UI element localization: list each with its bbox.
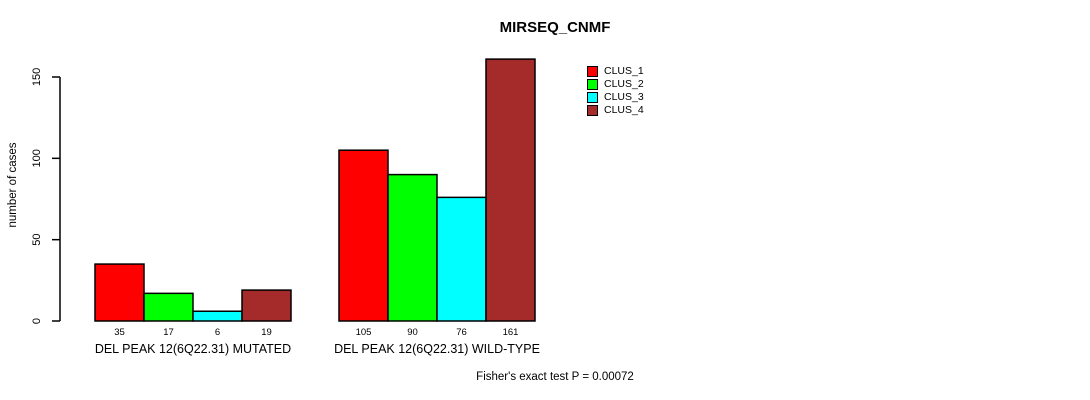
bar-value-label: 35	[114, 327, 125, 338]
clus-2-swatch-icon	[587, 79, 598, 90]
y-axis-title: number of cases	[7, 142, 19, 227]
bar-clus_2-group2	[387, 173, 438, 322]
bar-value-label: 105	[356, 327, 372, 338]
legend-item-clus-2: CLUS_2	[587, 78, 644, 91]
bar-value-label: 6	[215, 327, 220, 338]
clus-1-swatch-icon	[587, 66, 598, 77]
legend-item-clus-4: CLUS_4	[587, 104, 644, 117]
legend-label: CLUS_3	[604, 91, 644, 103]
bar-value-label: 17	[163, 327, 174, 338]
bar-clus_4-group1	[241, 289, 292, 322]
legend-label: CLUS_2	[604, 78, 644, 90]
bar-clus_1-group1	[94, 263, 145, 322]
bar-clus_3-group2	[436, 196, 487, 322]
legend-item-clus-1: CLUS_1	[587, 65, 644, 78]
legend-item-clus-3: CLUS_3	[587, 91, 644, 104]
legend: CLUS_1 CLUS_2 CLUS_3 CLUS_4	[587, 65, 644, 117]
bar-clus_1-group2	[338, 149, 389, 322]
y-tick-label: 50	[31, 234, 43, 246]
y-tick-label: 150	[31, 68, 43, 86]
legend-label: CLUS_4	[604, 104, 644, 116]
bar-value-label: 90	[407, 327, 418, 338]
bar-clus_2-group1	[143, 292, 194, 322]
bar-value-label: 161	[503, 327, 519, 338]
bar-value-label: 76	[456, 327, 467, 338]
clus-3-swatch-icon	[587, 92, 598, 103]
chart-title: MIRSEQ_CNMF	[499, 19, 611, 36]
bar-clus_4-group2	[485, 58, 536, 322]
group-label: DEL PEAK 12(6Q22.31) WILD-TYPE	[334, 342, 540, 356]
legend-label: CLUS_1	[604, 65, 644, 77]
bar-clus_3-group1	[192, 310, 243, 322]
y-tick-label: 0	[31, 318, 43, 324]
bar-value-label: 19	[261, 327, 272, 338]
group-label: DEL PEAK 12(6Q22.31) MUTATED	[95, 342, 291, 356]
y-tick-label: 100	[31, 149, 43, 167]
clus-4-swatch-icon	[587, 105, 598, 116]
fisher-test-annotation: Fisher's exact test P = 0.00072	[476, 371, 634, 383]
